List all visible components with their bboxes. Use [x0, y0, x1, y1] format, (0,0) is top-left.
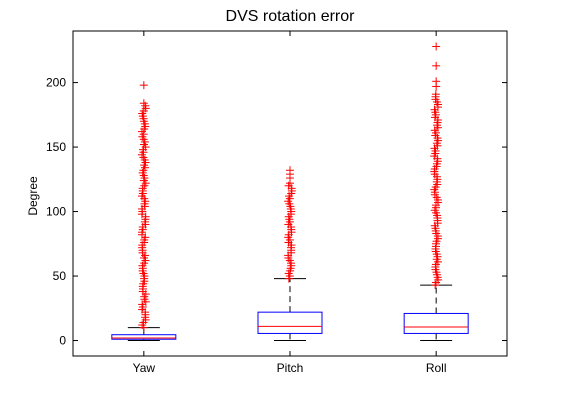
axis-ticks: 0 50 100 150 200 Yaw Pitch Roll — [46, 31, 507, 375]
box-iqr — [257, 311, 323, 334]
outlier-point — [432, 42, 441, 51]
y-tick-label: 100 — [46, 205, 66, 219]
box-series — [111, 278, 469, 342]
x-tick-label: Roll — [426, 361, 447, 375]
outlier-markers — [137, 42, 443, 332]
x-tick-label: Yaw — [133, 361, 156, 375]
box-pitch — [257, 278, 323, 342]
box-iqr — [403, 312, 469, 334]
outlier-point — [139, 99, 148, 108]
y-tick-label: 200 — [46, 76, 66, 90]
outlier-point — [432, 61, 441, 70]
box-iqr — [111, 334, 177, 340]
y-tick-label: 50 — [53, 269, 67, 283]
outlier-point — [286, 166, 294, 175]
outlier-point — [432, 77, 441, 86]
y-tick-label: 150 — [46, 140, 66, 154]
box-roll — [403, 284, 469, 342]
x-tick-label: Pitch — [277, 361, 304, 375]
outlier-point — [139, 81, 148, 90]
y-tick-label: 0 — [59, 334, 66, 348]
y-axis-label: Degree — [26, 176, 40, 216]
outlier-point — [431, 90, 440, 99]
chart-title: DVS rotation error — [226, 8, 356, 25]
